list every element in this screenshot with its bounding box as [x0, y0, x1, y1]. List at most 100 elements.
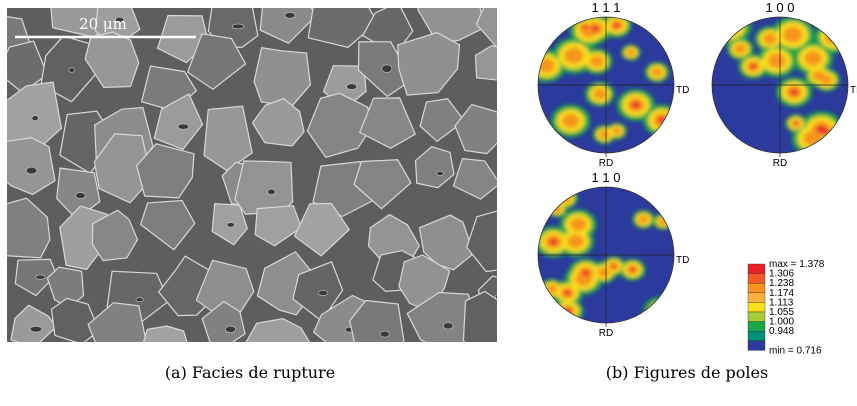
grain: [7, 197, 51, 259]
contour: [597, 267, 610, 278]
legend-min: min = 0.716: [769, 345, 822, 356]
rd-label: RD: [599, 328, 613, 339]
legend-level: 1.113: [769, 297, 794, 308]
contour: [591, 25, 600, 32]
contour: [660, 139, 672, 149]
pore: [115, 16, 124, 23]
contour: [825, 30, 843, 45]
pole-figure: 1 0 0 TD RD: [711, 0, 857, 169]
contour: [663, 142, 669, 147]
pole-figure: 1 1 1 TD RD: [537, 0, 689, 169]
pole-contours: [712, 17, 848, 153]
grain: [353, 159, 412, 210]
pore: [436, 170, 444, 176]
contour: [564, 47, 584, 64]
grain: [307, 8, 379, 48]
grain: [245, 317, 311, 342]
caption-a: (a) Facies de rupture: [165, 363, 335, 382]
contour: [750, 63, 757, 70]
grain: [349, 299, 405, 342]
grain: [254, 205, 303, 247]
legend-level: 1.238: [769, 278, 794, 289]
contour: [631, 101, 641, 109]
grain: [397, 31, 461, 96]
pore: [31, 115, 39, 121]
caption-b: (b) Figures de poles: [606, 363, 768, 382]
grain: [452, 158, 497, 200]
contour: [763, 33, 777, 45]
contour: [819, 25, 848, 49]
grain: [259, 8, 319, 45]
contour: [626, 48, 636, 57]
contour: [611, 264, 617, 269]
legend-level: 0.948: [769, 326, 794, 337]
legend-swatch: [747, 331, 766, 342]
contour: [629, 267, 636, 273]
grain: [87, 302, 147, 342]
contour: [824, 133, 848, 152]
grain: [419, 98, 466, 143]
pore: [381, 64, 393, 73]
legend-swatch: [747, 283, 766, 294]
legend-swatch: [747, 263, 766, 274]
contour: [653, 305, 673, 321]
contour: [581, 269, 590, 277]
pore: [442, 322, 454, 330]
pore: [177, 123, 189, 130]
pore: [75, 192, 86, 199]
contour: [812, 70, 825, 81]
grain: [306, 92, 373, 158]
pole-label: 1 1 0: [592, 170, 621, 185]
legend: max = 1.3781.3061.2381.1741.1131.0551.00…: [747, 259, 825, 356]
contour: [642, 296, 674, 323]
contour: [651, 67, 663, 77]
grain: [418, 214, 475, 271]
grain: [186, 33, 247, 90]
contour: [816, 125, 827, 134]
grain: [475, 8, 497, 49]
contour: [719, 17, 740, 35]
pore: [379, 330, 390, 338]
contour: [712, 17, 746, 40]
contour: [734, 44, 747, 54]
contour: [556, 190, 575, 206]
contour: [538, 58, 555, 74]
contour: [782, 26, 803, 44]
pore: [226, 222, 235, 228]
grain: [50, 297, 100, 342]
pole-map: [712, 17, 848, 153]
grain: [142, 325, 188, 342]
legend-swatch: [747, 311, 766, 322]
legend-swatch: [747, 302, 766, 313]
pole-label: 1 1 1: [592, 0, 621, 15]
contour: [653, 134, 674, 153]
legend-swatch: [747, 321, 766, 332]
contour: [613, 22, 621, 28]
contour: [599, 130, 610, 139]
grain: [462, 290, 497, 342]
pore: [317, 290, 329, 296]
contour: [564, 290, 571, 296]
grain: [153, 93, 204, 151]
grain: [91, 209, 139, 262]
grain: [414, 146, 455, 189]
grain: [251, 98, 305, 147]
legend-swatch: [747, 273, 766, 284]
grain: [135, 143, 195, 199]
contour: [590, 55, 604, 68]
td-label: TD: [676, 255, 689, 266]
pole-map: [538, 17, 674, 153]
contour: [549, 238, 558, 246]
pore: [68, 67, 76, 73]
pole-figure: 1 1 0 TD RD: [537, 170, 689, 339]
pore: [284, 12, 296, 19]
scale-bar-label: 20 μm: [79, 15, 127, 33]
contour: [638, 215, 649, 224]
pore: [224, 325, 237, 333]
contour: [804, 50, 823, 66]
grain: [474, 44, 497, 81]
contour: [570, 217, 587, 232]
pore: [267, 188, 276, 195]
contour: [567, 234, 584, 249]
